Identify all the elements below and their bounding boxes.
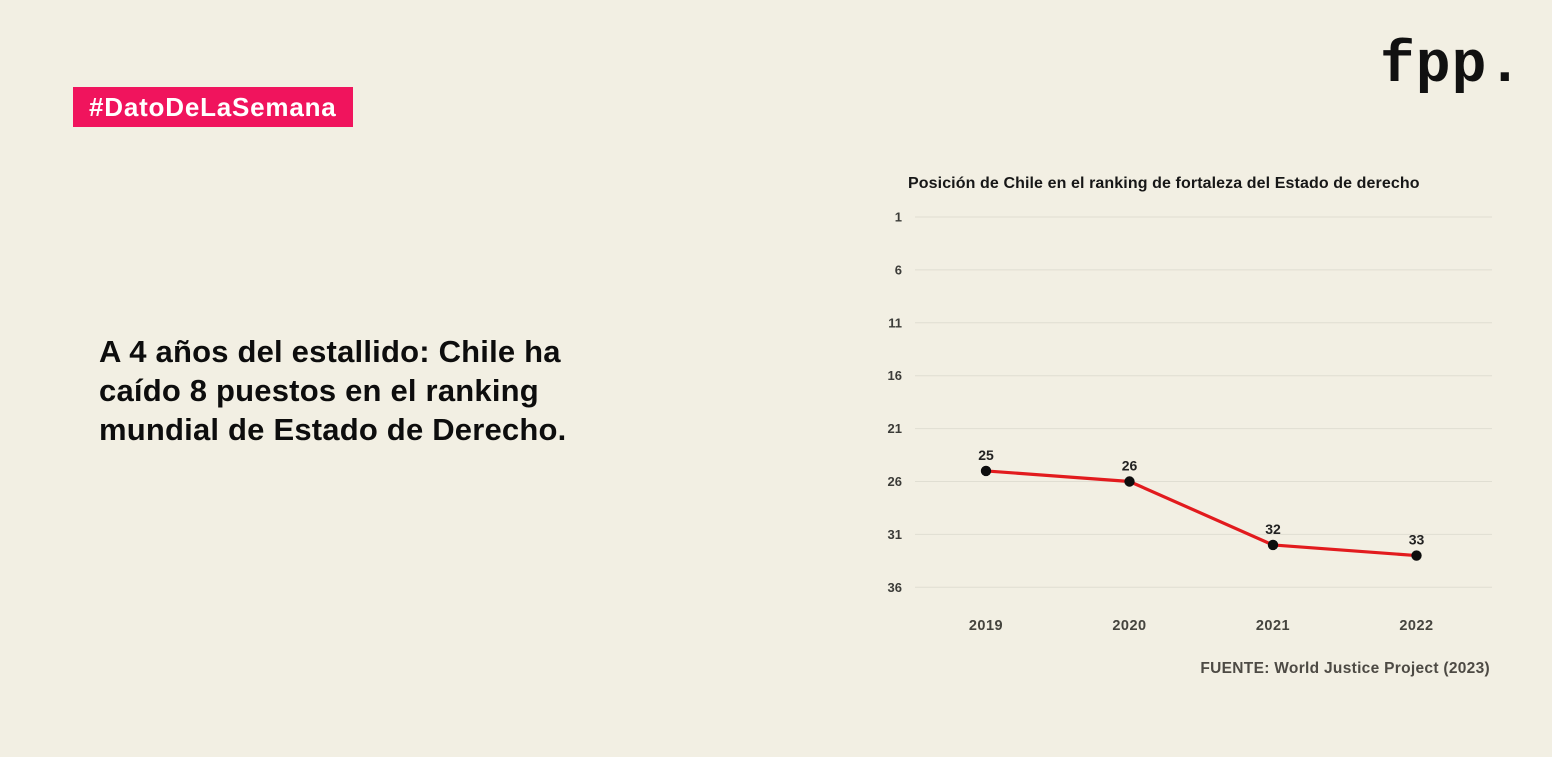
data-point-marker xyxy=(1124,476,1135,487)
headline: A 4 años del estallido: Chile ha caído 8… xyxy=(99,332,679,449)
headline-line-1: A 4 años del estallido: Chile ha xyxy=(99,334,561,369)
y-axis-tick-label: 11 xyxy=(888,315,902,330)
y-axis-tick-label: 36 xyxy=(888,580,902,595)
data-point-label: 26 xyxy=(1122,458,1138,474)
data-point-marker xyxy=(1267,539,1279,551)
y-axis-tick-label: 1 xyxy=(895,210,902,225)
x-axis-year-label: 2021 xyxy=(1256,618,1290,634)
data-point-label: 25 xyxy=(978,447,994,463)
x-axis-year-label: 2022 xyxy=(1399,618,1433,634)
x-axis-year-label: 2020 xyxy=(1112,618,1146,634)
data-point-label: 32 xyxy=(1265,521,1281,537)
ranking-chart: Posición de Chile en el ranking de forta… xyxy=(860,160,1532,720)
data-point-label: 33 xyxy=(1409,532,1425,548)
headline-line-3: mundial de Estado de Derecho. xyxy=(99,412,567,447)
chart-title: Posición de Chile en el ranking de forta… xyxy=(908,175,1420,192)
y-axis-tick-label: 31 xyxy=(888,527,902,542)
y-axis-tick-label: 26 xyxy=(888,474,902,489)
hashtag-badge: #DatoDeLaSemana xyxy=(73,87,353,127)
data-point-marker xyxy=(980,465,992,477)
x-axis-year-label: 2019 xyxy=(969,618,1003,634)
data-point-marker xyxy=(1411,550,1422,561)
fpp-logo: fpp. xyxy=(1380,34,1524,99)
chart-source: FUENTE: World Justice Project (2023) xyxy=(1200,660,1490,677)
headline-line-2: caído 8 puestos en el ranking xyxy=(99,373,539,408)
y-axis-tick-label: 21 xyxy=(888,421,902,436)
y-axis-tick-label: 6 xyxy=(895,262,902,277)
ranking-line xyxy=(984,469,1419,558)
y-axis-tick-label: 16 xyxy=(888,368,902,383)
